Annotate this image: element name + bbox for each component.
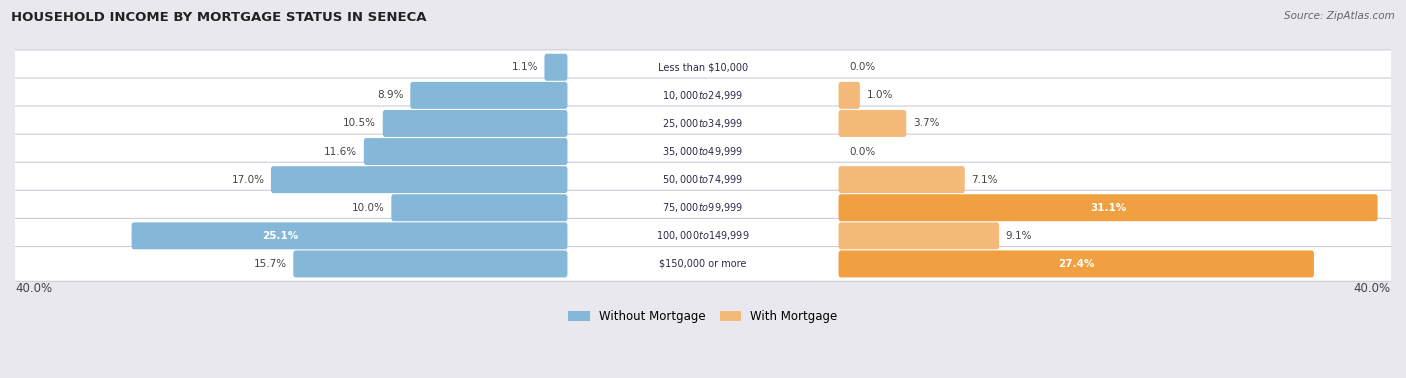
FancyBboxPatch shape xyxy=(364,138,568,165)
Text: 1.1%: 1.1% xyxy=(512,62,538,72)
Text: $10,000 to $24,999: $10,000 to $24,999 xyxy=(662,89,744,102)
Text: 40.0%: 40.0% xyxy=(15,282,52,295)
FancyBboxPatch shape xyxy=(838,222,1000,249)
Text: 1.0%: 1.0% xyxy=(866,90,893,101)
Text: $100,000 to $149,999: $100,000 to $149,999 xyxy=(657,229,749,242)
Text: 10.0%: 10.0% xyxy=(352,203,385,213)
FancyBboxPatch shape xyxy=(411,82,568,109)
FancyBboxPatch shape xyxy=(13,162,1393,197)
FancyBboxPatch shape xyxy=(391,194,568,221)
Text: 27.4%: 27.4% xyxy=(1057,259,1094,269)
FancyBboxPatch shape xyxy=(838,251,1315,277)
FancyBboxPatch shape xyxy=(13,246,1393,281)
FancyBboxPatch shape xyxy=(382,110,568,137)
Text: 11.6%: 11.6% xyxy=(325,147,357,156)
Text: $25,000 to $34,999: $25,000 to $34,999 xyxy=(662,117,744,130)
Text: $35,000 to $49,999: $35,000 to $49,999 xyxy=(662,145,744,158)
FancyBboxPatch shape xyxy=(13,78,1393,113)
Legend: Without Mortgage, With Mortgage: Without Mortgage, With Mortgage xyxy=(564,305,842,328)
Text: Source: ZipAtlas.com: Source: ZipAtlas.com xyxy=(1284,11,1395,21)
Text: 9.1%: 9.1% xyxy=(1005,231,1032,241)
FancyBboxPatch shape xyxy=(13,50,1393,85)
Text: 25.1%: 25.1% xyxy=(263,231,299,241)
Text: 3.7%: 3.7% xyxy=(912,118,939,129)
FancyBboxPatch shape xyxy=(838,82,860,109)
Text: $50,000 to $74,999: $50,000 to $74,999 xyxy=(662,173,744,186)
Text: HOUSEHOLD INCOME BY MORTGAGE STATUS IN SENECA: HOUSEHOLD INCOME BY MORTGAGE STATUS IN S… xyxy=(11,11,427,24)
FancyBboxPatch shape xyxy=(271,166,568,193)
Text: $150,000 or more: $150,000 or more xyxy=(659,259,747,269)
FancyBboxPatch shape xyxy=(13,134,1393,169)
Text: 8.9%: 8.9% xyxy=(377,90,404,101)
Text: 17.0%: 17.0% xyxy=(232,175,264,184)
FancyBboxPatch shape xyxy=(838,194,1378,221)
Text: 0.0%: 0.0% xyxy=(849,147,876,156)
FancyBboxPatch shape xyxy=(544,54,568,81)
Text: 10.5%: 10.5% xyxy=(343,118,377,129)
FancyBboxPatch shape xyxy=(838,110,907,137)
Text: Less than $10,000: Less than $10,000 xyxy=(658,62,748,72)
Text: 40.0%: 40.0% xyxy=(1354,282,1391,295)
FancyBboxPatch shape xyxy=(132,222,568,249)
FancyBboxPatch shape xyxy=(13,191,1393,225)
FancyBboxPatch shape xyxy=(838,166,965,193)
Text: 31.1%: 31.1% xyxy=(1090,203,1126,213)
Text: 0.0%: 0.0% xyxy=(849,62,876,72)
FancyBboxPatch shape xyxy=(13,218,1393,253)
Text: 15.7%: 15.7% xyxy=(253,259,287,269)
Text: 7.1%: 7.1% xyxy=(972,175,998,184)
FancyBboxPatch shape xyxy=(13,106,1393,141)
Text: $75,000 to $99,999: $75,000 to $99,999 xyxy=(662,201,744,214)
FancyBboxPatch shape xyxy=(294,251,568,277)
